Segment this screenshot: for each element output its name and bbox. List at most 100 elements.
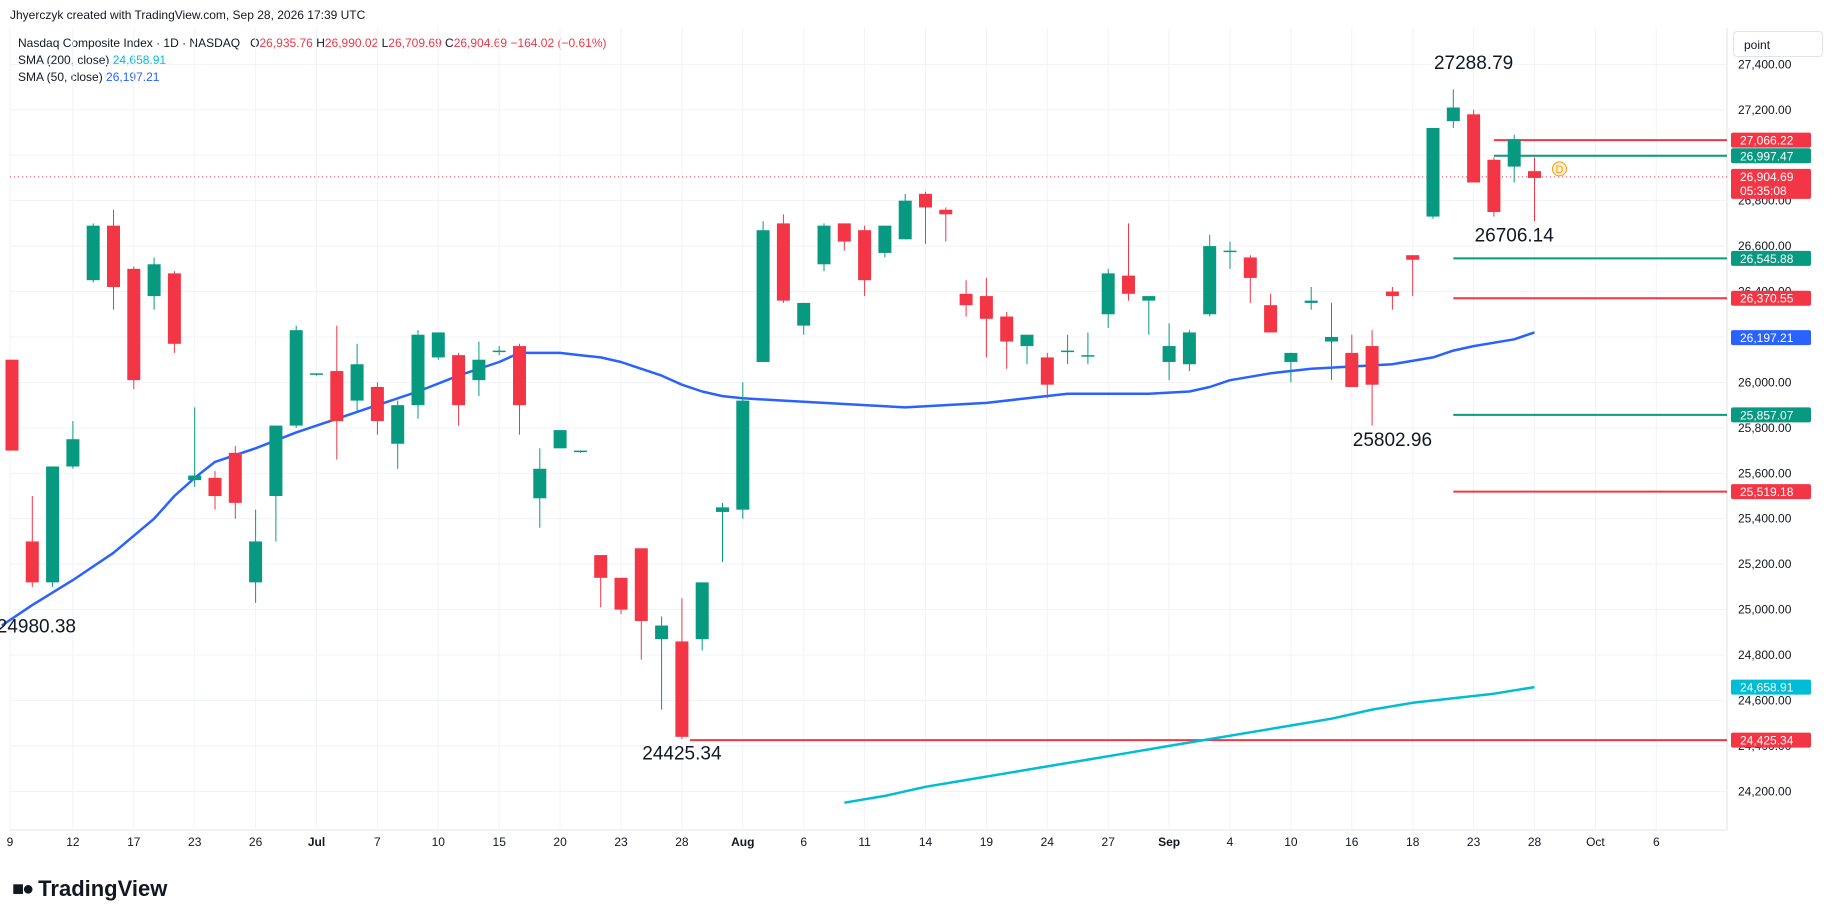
candle-body[interactable] [959, 293, 973, 306]
candle-body[interactable] [756, 230, 770, 362]
candle-body[interactable] [553, 430, 567, 449]
candle-body[interactable] [370, 386, 384, 422]
x-tick-label: 23 [188, 835, 202, 849]
candle-body[interactable] [249, 541, 263, 583]
candle-body[interactable] [1101, 273, 1115, 315]
candle-body[interactable] [1304, 300, 1318, 303]
legend-sma200-row[interactable]: SMA (200, close) 24,658.91 [18, 52, 607, 69]
candle-body[interactable] [776, 223, 790, 301]
candle-body[interactable] [675, 641, 689, 737]
candle-body[interactable] [1243, 257, 1257, 278]
candle-body[interactable] [695, 582, 709, 640]
candle-body[interactable] [1325, 336, 1338, 342]
candle-body[interactable] [614, 577, 628, 610]
sma200-line[interactable] [844, 685, 1535, 804]
candle-body[interactable] [1365, 346, 1379, 385]
candle-body[interactable] [1203, 246, 1217, 315]
candle-body[interactable] [634, 548, 648, 621]
candle-body[interactable] [533, 468, 547, 499]
legend-high-label: H [316, 36, 325, 50]
candle-body[interactable] [228, 452, 242, 503]
candle-body[interactable] [655, 625, 669, 640]
candle-body[interactable] [513, 346, 526, 406]
x-tick-label: 23 [614, 835, 628, 849]
candle-body[interactable] [1081, 355, 1095, 357]
candle-body[interactable] [1061, 350, 1075, 353]
candle-body[interactable] [188, 475, 202, 481]
candle-body[interactable] [5, 359, 19, 451]
x-tick-label: 26 [249, 835, 263, 849]
candle-body[interactable] [1345, 352, 1359, 387]
candle-body[interactable] [167, 273, 181, 344]
candle-body[interactable] [1487, 159, 1501, 213]
candle-body[interactable] [594, 555, 608, 578]
candle-body[interactable] [1142, 296, 1156, 301]
candle-body[interactable] [1000, 316, 1014, 342]
candle-body[interactable] [878, 225, 892, 253]
x-tick-label: 15 [493, 835, 507, 849]
y-tick-label: 24,200.00 [1738, 784, 1792, 798]
candle-body[interactable] [208, 477, 222, 497]
candle-body[interactable] [147, 264, 161, 297]
legend-ohlc-row: Nasdaq Composite Index · 1D · NASDAQ O26… [18, 35, 607, 52]
candle-body[interactable] [1182, 332, 1196, 365]
candle-body[interactable] [1528, 171, 1541, 178]
candle-body[interactable] [310, 373, 323, 375]
candle-body[interactable] [330, 371, 344, 422]
candle-body[interactable] [86, 225, 100, 281]
legend-symbol[interactable]: Nasdaq Composite Index · 1D · NASDAQ [18, 36, 241, 50]
legend-sma50-label: SMA (50, close) [18, 70, 103, 84]
candle-body[interactable] [269, 425, 283, 497]
candle-body[interactable] [817, 225, 831, 265]
candle-body[interactable] [472, 359, 486, 381]
candle-body[interactable] [289, 330, 303, 426]
candle-body[interactable] [452, 355, 466, 406]
candle-body[interactable] [411, 334, 425, 406]
price-tag-label: 24,658.91 [1740, 681, 1794, 695]
candle-body[interactable] [492, 350, 506, 353]
candle-body[interactable] [1122, 275, 1135, 294]
sma50-line[interactable] [1, 331, 1535, 627]
candle-body[interactable] [25, 541, 39, 583]
legend-sma50-row[interactable]: SMA (50, close) 26,197.21 [18, 69, 607, 86]
candle-body[interactable] [797, 302, 811, 326]
candle-body[interactable] [1446, 107, 1460, 122]
price-annotation: 25802.96 [1353, 430, 1432, 451]
candle-body[interactable] [1162, 346, 1176, 362]
candle-body[interactable] [979, 296, 993, 319]
candle-body[interactable] [431, 332, 445, 358]
candle-body[interactable] [1406, 255, 1420, 260]
candle-body[interactable] [1284, 352, 1298, 362]
candle-body[interactable] [127, 268, 141, 381]
candle-body[interactable] [107, 225, 120, 288]
candle-body[interactable] [939, 209, 953, 215]
candle-body[interactable] [919, 193, 932, 208]
candle-body[interactable] [1507, 139, 1521, 167]
price-tag-label: 26,904.69 [1740, 170, 1794, 184]
price-tag-countdown: 05:35:08 [1740, 184, 1787, 198]
candle-body[interactable] [391, 405, 405, 444]
y-tick-label: 27,200.00 [1738, 103, 1792, 117]
point-mode-button[interactable]: point [1733, 31, 1823, 57]
candle-body[interactable] [573, 450, 587, 453]
x-tick-label: 20 [553, 835, 567, 849]
dividend-marker-icon[interactable] [1552, 161, 1567, 177]
candle-body[interactable] [716, 507, 729, 512]
candle-body[interactable] [1264, 305, 1278, 333]
candle-body[interactable] [1040, 357, 1054, 385]
candle-body[interactable] [837, 223, 851, 242]
candle-body[interactable] [1223, 250, 1237, 253]
candle-body[interactable] [1385, 291, 1399, 297]
legend-high: 26,990.02 [324, 36, 379, 50]
candle-body[interactable] [858, 230, 872, 281]
candle-body[interactable] [1020, 334, 1034, 347]
candle-body[interactable] [1467, 114, 1481, 183]
candle-body[interactable] [1426, 127, 1440, 217]
candle-body[interactable] [46, 466, 60, 583]
candle-body[interactable] [350, 364, 364, 401]
y-tick-label: 27,400.00 [1738, 57, 1792, 71]
candle-body[interactable] [66, 439, 80, 467]
candle-body[interactable] [898, 200, 912, 240]
candle-body[interactable] [736, 400, 750, 510]
